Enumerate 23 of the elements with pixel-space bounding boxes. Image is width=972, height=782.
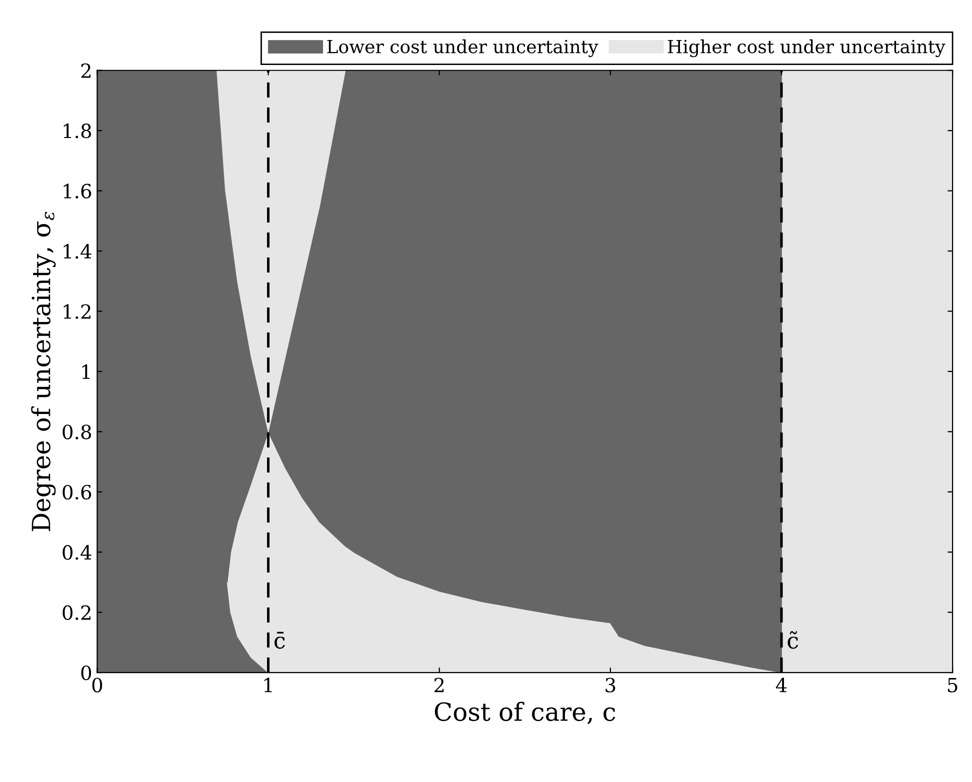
x-tick-label: 2 <box>434 678 444 692</box>
x-tick-label: 1 <box>264 678 272 692</box>
y-tick-label: 0.4 <box>62 545 92 560</box>
x-tick-label: 3 <box>606 678 616 692</box>
y-tick-label: 1.6 <box>64 184 92 198</box>
y-tick-label: 1.8 <box>64 124 92 138</box>
x-tick-label: 0 <box>92 678 102 692</box>
x-axis-title: Cost of care, c <box>434 702 616 724</box>
legend-label: Higher cost under uncertainty <box>668 39 946 58</box>
ref-line-label: c̃ <box>788 631 798 649</box>
y-tick-label: 2 <box>81 63 90 78</box>
y-tick-label: 0.2 <box>62 605 90 620</box>
y-tick-label: 1 <box>82 364 90 379</box>
legend-label: Lower cost under uncertainty <box>327 39 598 58</box>
y-tick-label: 1.2 <box>64 304 90 319</box>
y-tick-label: 0.8 <box>62 424 92 440</box>
x-tick-label: 4 <box>776 678 787 692</box>
y-tick-label: 0 <box>81 665 92 680</box>
ref-line-label: c̄ <box>274 632 285 649</box>
x-tick-label: 5 <box>948 678 958 692</box>
y-tick-label: 1.4 <box>64 244 92 259</box>
y-tick-label: 0.6 <box>62 484 92 500</box>
y-axis-title: Degree of uncertainty, σ$_{ε}$ <box>31 212 56 532</box>
